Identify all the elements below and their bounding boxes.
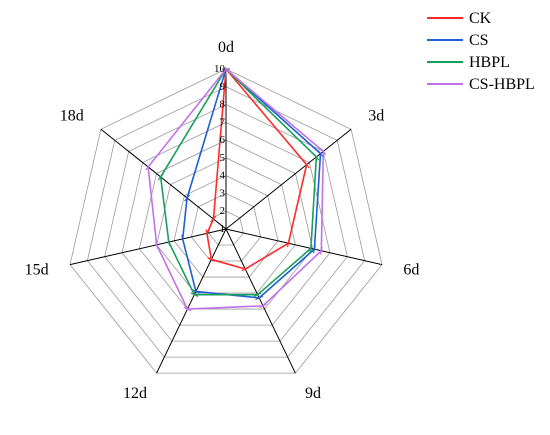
data-point-CS-HBPL-18d xyxy=(145,163,152,171)
data-point-CS-15d xyxy=(181,234,185,243)
data-point-CS-HBPL-9d xyxy=(259,303,267,309)
tick-label-8: 8 xyxy=(220,99,226,111)
data-point-HBPL-6d xyxy=(309,244,313,253)
axis-line-15d xyxy=(69,228,227,266)
grid-ring-5 xyxy=(156,157,296,294)
axis-line-9d xyxy=(225,228,296,374)
data-point-CS-9d xyxy=(255,295,264,301)
series-CK xyxy=(205,67,310,272)
data-point-HBPL-9d xyxy=(253,292,262,297)
data-point-CS-HBPL-6d xyxy=(319,246,323,255)
axis-line-3d xyxy=(225,128,352,230)
legend: CK CS HBPL CS-HBPL xyxy=(427,10,535,93)
tick-label-1: 1 xyxy=(220,223,226,235)
data-point-CS-12d xyxy=(192,289,200,294)
radar-series xyxy=(145,67,327,312)
radar-grid xyxy=(69,68,383,374)
tick-label-2: 2 xyxy=(220,205,226,217)
tick-label-6: 6 xyxy=(220,134,226,146)
grid-ring-10 xyxy=(69,68,383,374)
legend-label-CK: CK xyxy=(469,10,492,27)
series-line-CK xyxy=(206,67,308,270)
grid-ring-8 xyxy=(104,104,348,342)
data-point-CK-9d xyxy=(241,266,250,272)
legend-label-CS-HBPL: CS-HBPL xyxy=(469,76,535,93)
series-line-CS xyxy=(181,67,322,299)
tick-label-7: 7 xyxy=(220,116,226,128)
radial-tick-labels: 1 2 3 4 5 6 7 8 9 10 xyxy=(214,63,226,235)
legend-label-CS: CS xyxy=(469,32,489,49)
axis-label-15d: 15d xyxy=(25,261,49,278)
grid-ring-4 xyxy=(173,175,279,278)
axis-label-3d: 3d xyxy=(368,108,384,125)
radar-axes xyxy=(69,69,383,374)
series-CS-HBPL xyxy=(145,67,327,312)
data-point-CK-12d xyxy=(207,257,216,262)
axis-labels: 0d 3d 6d 9d 12d 15d 18d xyxy=(25,39,420,402)
data-point-CS-HBPL-12d xyxy=(183,306,192,312)
axis-label-0d: 0d xyxy=(218,39,234,56)
series-line-CS-HBPL xyxy=(147,67,325,310)
tick-label-3: 3 xyxy=(220,187,226,199)
axis-line-6d xyxy=(225,228,383,266)
axis-label-6d: 6d xyxy=(403,261,419,278)
data-point-CS-18d xyxy=(184,194,191,202)
axis-label-18d: 18d xyxy=(60,108,84,125)
series-line-HBPL xyxy=(159,67,318,296)
data-point-CS-HBPL-15d xyxy=(155,240,159,249)
series-HBPL xyxy=(157,67,320,297)
grid-ring-3 xyxy=(190,193,262,262)
data-point-CS-HBPL-3d xyxy=(320,147,327,155)
grid-ring-9 xyxy=(86,86,366,358)
data-point-HBPL-3d xyxy=(313,153,320,161)
data-point-HBPL-18d xyxy=(157,173,164,181)
data-point-CS-3d xyxy=(317,150,324,158)
grid-ring-7 xyxy=(121,121,331,326)
data-point-CK-6d xyxy=(286,239,290,248)
axis-line-12d xyxy=(156,228,227,374)
grid-ring-6 xyxy=(138,139,314,310)
tick-label-5: 5 xyxy=(220,152,226,164)
data-point-CK-3d xyxy=(303,161,310,169)
axis-label-12d: 12d xyxy=(123,385,147,402)
tick-label-4: 4 xyxy=(220,170,226,182)
grid-ring-2 xyxy=(208,210,244,246)
axis-label-9d: 9d xyxy=(305,385,321,402)
data-point-HBPL-12d xyxy=(190,292,199,297)
data-point-CS-6d xyxy=(312,245,316,254)
axis-line-18d xyxy=(100,128,227,230)
legend-label-HBPL: HBPL xyxy=(469,54,510,71)
tick-label-10: 10 xyxy=(214,63,226,75)
data-point-CK-15d xyxy=(205,229,209,238)
data-point-HBPL-15d xyxy=(167,238,171,247)
tick-label-9: 9 xyxy=(220,81,226,93)
data-point-CK-18d xyxy=(210,215,217,223)
